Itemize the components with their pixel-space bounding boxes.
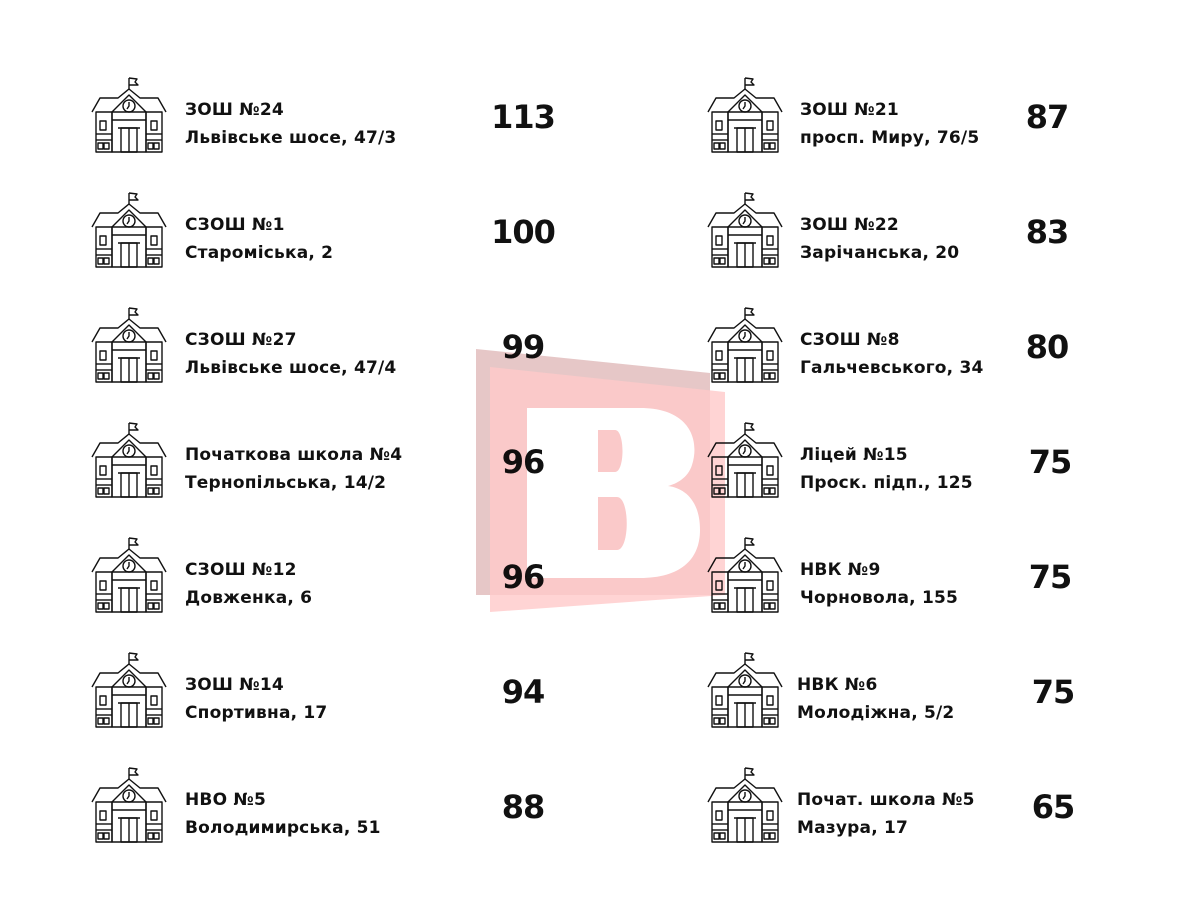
school-address: Молодіжна, 5/2: [797, 703, 955, 723]
school-building-icon: [706, 766, 784, 844]
school-name: СЗОШ №8: [800, 330, 900, 350]
school-info: НВК №9 Чорновола, 155: [800, 556, 958, 612]
school-name: Ліцей №15: [800, 445, 908, 465]
school-value: 75: [1028, 443, 1073, 481]
school-row: СЗОШ №8 Гальчевського, 34 80: [706, 306, 1106, 386]
school-row: ЗОШ №24 Львівське шосе, 47/3 113: [90, 76, 556, 156]
school-building-icon: [90, 766, 168, 844]
school-address: Спортивна, 17: [185, 703, 328, 723]
school-value: 83: [1025, 213, 1070, 251]
school-info: НВК №6 Молодіжна, 5/2: [797, 671, 954, 727]
school-address: Старомiська, 2: [185, 243, 334, 263]
school-value: 99: [501, 328, 546, 366]
school-address: Львівське шосе, 47/4: [185, 358, 397, 378]
school-name: НВК №6: [797, 675, 878, 695]
school-info: Почат. школа №5 Мазура, 17: [797, 786, 975, 842]
school-address: Зарічанська, 20: [800, 243, 960, 263]
school-value: 65: [1031, 788, 1076, 826]
school-row: ЗОШ №14 Спортивна, 17 94: [90, 651, 545, 731]
school-address: Мазура, 17: [797, 818, 909, 838]
school-address: просп. Миру, 76/5: [800, 128, 980, 148]
school-address: Гальчевського, 34: [800, 358, 984, 378]
school-value: 96: [501, 443, 546, 481]
school-info: НВО №5 Володимирська, 51: [185, 786, 381, 842]
school-row: Початкова школа №4 Тернопільська, 14/2 9…: [90, 421, 545, 501]
school-row: Почат. школа №5 Мазура, 17 65: [706, 766, 1106, 846]
school-row: ЗОШ №21 просп. Миру, 76/5 87: [706, 76, 1106, 156]
school-row: НВК №6 Молодіжна, 5/2 75: [706, 651, 1106, 731]
school-row: СЗОШ №1 Старомiська, 2 100: [90, 191, 556, 271]
school-info: Ліцей №15 Проск. підп., 125: [800, 441, 973, 497]
school-building-icon: [90, 191, 168, 269]
school-building-icon: [706, 76, 784, 154]
school-row: СЗОШ №27 Львівське шосе, 47/4 99: [90, 306, 545, 386]
school-info: ЗОШ №21 просп. Миру, 76/5: [800, 96, 979, 152]
school-building-icon: [706, 306, 784, 384]
school-name: Почат. школа №5: [797, 790, 975, 810]
school-name: ЗОШ №22: [800, 215, 899, 235]
school-row: НВК №9 Чорновола, 155 75: [706, 536, 1106, 616]
school-name: Початкова школа №4: [185, 445, 403, 465]
school-row: ЗОШ №22 Зарічанська, 20 83: [706, 191, 1106, 271]
school-name: СЗОШ №27: [185, 330, 297, 350]
school-name: СЗОШ №1: [185, 215, 285, 235]
school-info: СЗОШ №12 Довженка, 6: [185, 556, 312, 612]
school-name: СЗОШ №12: [185, 560, 297, 580]
school-address: Чорновола, 155: [800, 588, 959, 608]
school-building-icon: [90, 651, 168, 729]
school-value: 87: [1025, 98, 1070, 136]
school-address: Проск. підп., 125: [800, 473, 973, 493]
school-info: ЗОШ №14 Спортивна, 17: [185, 671, 327, 727]
school-value: 75: [1028, 558, 1073, 596]
school-value: 113: [491, 98, 556, 136]
school-value: 75: [1031, 673, 1076, 711]
school-name: ЗОШ №24: [185, 100, 284, 120]
school-building-icon: [706, 651, 784, 729]
school-value: 88: [501, 788, 546, 826]
school-building-icon: [706, 536, 784, 614]
school-building-icon: [90, 421, 168, 499]
school-row: НВО №5 Володимирська, 51 88: [90, 766, 545, 846]
school-address: Львівське шосе, 47/3: [185, 128, 397, 148]
school-value: 96: [501, 558, 546, 596]
school-info: ЗОШ №24 Львівське шосе, 47/3: [185, 96, 396, 152]
school-building-icon: [706, 421, 784, 499]
school-address: Тернопільська, 14/2: [185, 473, 387, 493]
school-name: ЗОШ №21: [800, 100, 899, 120]
school-info: СЗОШ №27 Львівське шосе, 47/4: [185, 326, 396, 382]
school-value: 100: [491, 213, 556, 251]
school-building-icon: [706, 191, 784, 269]
school-info: СЗОШ №1 Старомiська, 2: [185, 211, 333, 267]
school-row: СЗОШ №12 Довженка, 6 96: [90, 536, 545, 616]
school-building-icon: [90, 536, 168, 614]
school-building-icon: [90, 76, 168, 154]
school-address: Володимирська, 51: [185, 818, 381, 838]
school-building-icon: [90, 306, 168, 384]
school-name: НВО №5: [185, 790, 267, 810]
school-row: Ліцей №15 Проск. підп., 125 75: [706, 421, 1106, 501]
school-name: НВК №9: [800, 560, 881, 580]
school-info: ЗОШ №22 Зарічанська, 20: [800, 211, 959, 267]
school-value: 94: [501, 673, 546, 711]
watermark-letter-b: [527, 408, 700, 578]
school-info: СЗОШ №8 Гальчевського, 34: [800, 326, 984, 382]
school-address: Довженка, 6: [185, 588, 313, 608]
school-name: ЗОШ №14: [185, 675, 284, 695]
school-value: 80: [1025, 328, 1070, 366]
school-info: Початкова школа №4 Тернопільська, 14/2: [185, 441, 402, 497]
